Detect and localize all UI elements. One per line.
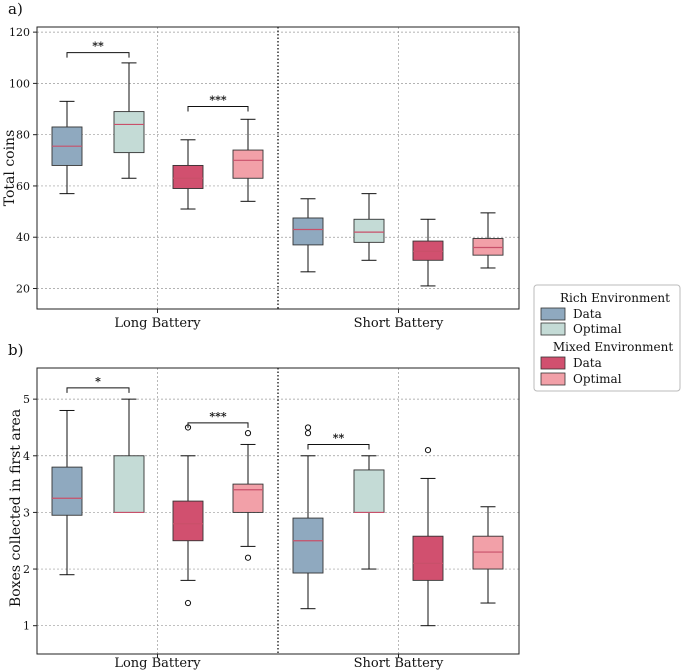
panel-a-short-rich-optimal-box bbox=[353, 218, 385, 243]
panel-b-long-mixed-optimal-box bbox=[232, 483, 264, 513]
panel-a-long-mixed-optimal-box bbox=[232, 149, 264, 179]
panel-a: a) Total coins ***** 20406080100120Long … bbox=[2, 0, 520, 331]
panel-a-xtick-label-long: Long Battery bbox=[114, 316, 201, 331]
panel-a-ticks: 20 40 60 80 100 120 Long Battery Short Battery bbox=[9, 26, 444, 331]
panel-b-ytick-label-4: 4 bbox=[23, 450, 30, 463]
panel-b-axes-frame bbox=[36, 367, 520, 655]
panel-b-ytick-label-5: 5 bbox=[23, 393, 30, 406]
panel-b-significance-1-label: *** bbox=[209, 410, 227, 423]
panel-b-significance-2-label: ** bbox=[333, 431, 345, 444]
panel-a-long-mixed-data-box bbox=[172, 164, 204, 189]
panel-a-marks: ***** bbox=[51, 40, 504, 287]
panel-b-grid bbox=[37, 368, 519, 654]
panel-b-significance-0-label: * bbox=[95, 375, 101, 388]
panel-a-xtick-label-short: Short Battery bbox=[354, 316, 444, 331]
panel-b-short-mixed-data-flier-0 bbox=[424, 447, 432, 454]
panel-a-ytick-label-100: 100 bbox=[9, 77, 30, 90]
panel-a-significance-1-label: *** bbox=[209, 93, 227, 106]
panel-a-grid bbox=[37, 27, 519, 309]
panel-a-ytick-label-60: 60 bbox=[16, 180, 30, 193]
panel-b-long-mixed-optimal-flier-1 bbox=[244, 554, 252, 561]
panel-a-ytick-label-40: 40 bbox=[16, 231, 30, 244]
panel-b-xtick-label-long: Long Battery bbox=[114, 656, 201, 671]
legend-group-mixed-title: Mixed Environment bbox=[553, 340, 673, 354]
panel-b-short-rich-data-flier-1 bbox=[304, 430, 312, 437]
legend-label-rich-optimal: Optimal bbox=[573, 322, 622, 336]
legend: Rich Environment Data Optimal Mixed Envi… bbox=[533, 284, 681, 392]
legend-label-rich-data: Data bbox=[573, 307, 602, 321]
panel-a-significance-1-bracket bbox=[187, 105, 249, 112]
panel-b: b) Boxes collected in first area ****** … bbox=[8, 341, 520, 671]
legend-swatch-mixed-data bbox=[540, 356, 566, 370]
panel-b-short-rich-data-box bbox=[292, 517, 324, 574]
panel-b-long-mixed-data-box bbox=[172, 500, 204, 542]
legend-label-mixed-data: Data bbox=[573, 356, 602, 370]
panel-b-short-rich-data-flier-0 bbox=[304, 424, 312, 431]
legend-swatch-rich-data bbox=[540, 307, 566, 321]
panel-a-ytick-label-80: 80 bbox=[16, 129, 30, 142]
panel-b-label: b) bbox=[8, 341, 23, 359]
panel-b-ticks: 1 2 3 4 5 Long Battery Short Battery bbox=[23, 393, 444, 671]
panel-a-significance-0-bracket bbox=[66, 52, 130, 58]
panel-b-ylabel: Boxes collected in first area bbox=[8, 409, 24, 607]
panel-b-ytick-label-3: 3 bbox=[23, 506, 30, 519]
panel-a-label: a) bbox=[8, 0, 23, 18]
panel-b-long-rich-data-box bbox=[51, 466, 83, 516]
legend-swatch-rich-optimal bbox=[540, 322, 566, 336]
panel-a-ytick-label-120: 120 bbox=[9, 26, 30, 39]
panel-b-marks: ****** bbox=[51, 375, 504, 627]
panel-b-xtick-label-short: Short Battery bbox=[354, 656, 444, 671]
legend-swatch-mixed-optimal bbox=[540, 372, 566, 386]
panel-b-ytick-label-1: 1 bbox=[23, 620, 30, 633]
panel-b-ytick-label-2: 2 bbox=[23, 563, 30, 576]
panel-a-axes-frame bbox=[36, 26, 520, 310]
panel-b-short-mixed-data-box bbox=[412, 535, 444, 581]
panel-a-ylabel: Total coins bbox=[2, 130, 18, 207]
panel-b-significance-0-bracket bbox=[66, 387, 130, 393]
panel-b-significance-2-bracket bbox=[307, 443, 370, 450]
panel-a-short-mixed-data-box bbox=[412, 240, 444, 261]
legend-group-rich-title: Rich Environment bbox=[560, 291, 670, 305]
panel-b-significance-1-bracket bbox=[187, 422, 249, 428]
legend-label-mixed-optimal: Optimal bbox=[573, 372, 622, 386]
panel-a-short-mixed-optimal-box bbox=[472, 238, 504, 256]
panel-b-short-rich-optimal-box bbox=[353, 469, 385, 513]
panel-b-long-rich-optimal-box bbox=[113, 455, 145, 513]
panel-a-ytick-label-20: 20 bbox=[16, 282, 30, 295]
legend-frame bbox=[533, 284, 681, 392]
panel-b-long-mixed-optimal-flier-0 bbox=[244, 430, 252, 437]
panel-b-long-mixed-data-flier-1 bbox=[184, 599, 192, 607]
panel-a-long-rich-optimal-box bbox=[113, 111, 145, 154]
panel-a-short-rich-data-box bbox=[292, 217, 324, 246]
panel-a-significance-0-label: ** bbox=[92, 40, 104, 53]
